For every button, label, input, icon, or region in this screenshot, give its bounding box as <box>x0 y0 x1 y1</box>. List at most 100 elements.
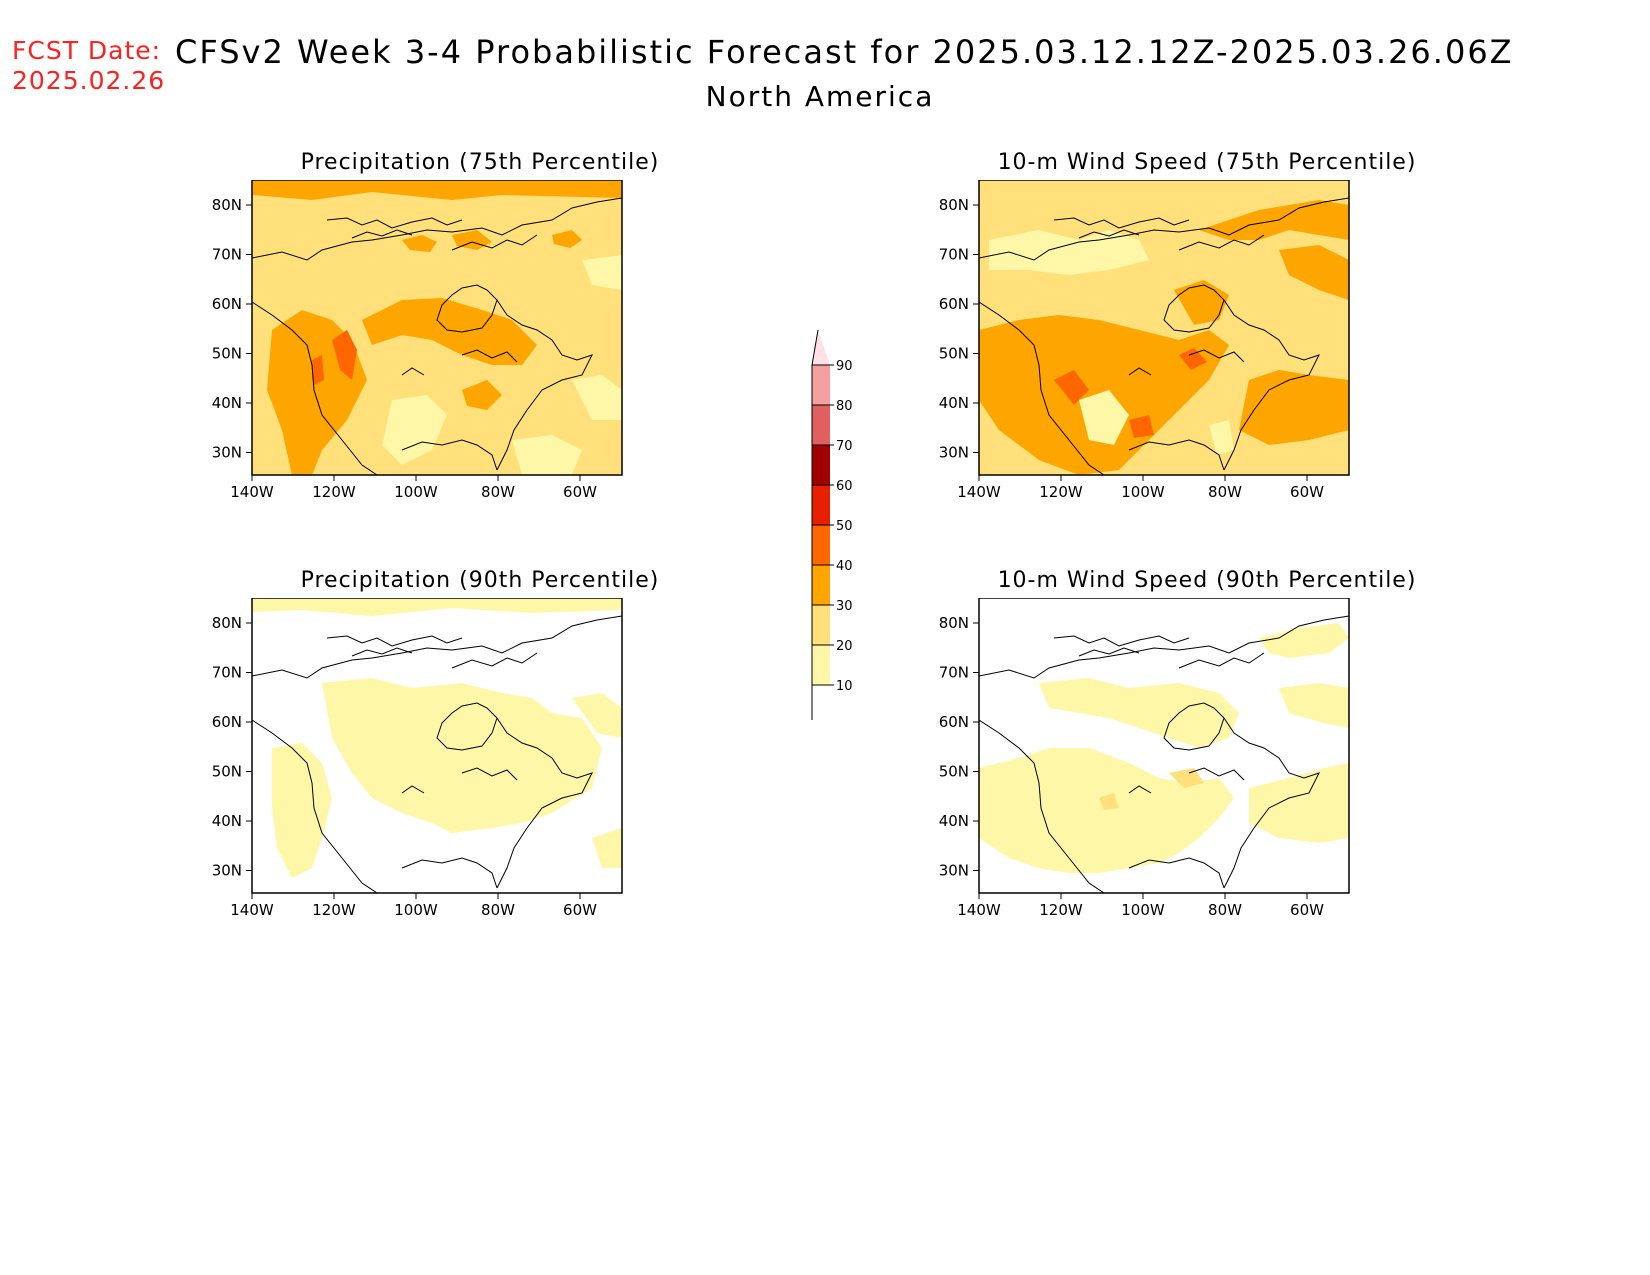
lon-tick-label: 140W <box>230 901 274 919</box>
coastline <box>979 301 1105 475</box>
colorbar-segment <box>812 525 830 565</box>
coastline <box>1163 284 1225 333</box>
colorbar-segment <box>812 645 830 685</box>
probability-region <box>1054 370 1089 405</box>
lat-tick-label: 40N <box>212 394 242 412</box>
coastline <box>1178 234 1265 251</box>
colorbar-label: 90 <box>836 359 853 374</box>
lat-tick-label: 60N <box>939 713 969 731</box>
probability-region <box>1239 370 1349 445</box>
panel-precip-75: Precipitation (75th Percentile) 80N 70N 60… <box>210 150 770 550</box>
panel-wind-75: 10-m Wind Speed (75th Percentile) 80N 70N… <box>937 150 1497 550</box>
lon-tick-label: 80W <box>481 483 515 501</box>
coastline <box>252 301 378 475</box>
lon-tick-label: 100W <box>1121 483 1165 501</box>
coastline <box>979 615 1349 679</box>
coastline <box>1188 767 1245 781</box>
coastline <box>1188 349 1245 363</box>
probability-region <box>512 435 582 475</box>
coastline <box>979 197 1349 261</box>
lon-tick-label: 120W <box>312 483 356 501</box>
colorbar-segment <box>812 565 830 605</box>
coastline <box>461 767 518 781</box>
colorbar-arrow-bottom <box>812 685 830 740</box>
lon-tick-label: 60W <box>563 901 597 919</box>
main-title: CFSv2 Week 3-4 Probabilistic Forecast fo… <box>175 33 1514 71</box>
probability-region <box>979 748 1234 873</box>
coastline <box>1163 702 1225 751</box>
probability-region <box>252 598 622 616</box>
coastline <box>326 217 463 229</box>
panel-title: Precipitation (75th Percentile) <box>300 150 660 175</box>
probability-region <box>382 395 447 465</box>
lon-tick-label: 60W <box>1290 901 1324 919</box>
coastline <box>1078 229 1140 239</box>
colorbar-label: 40 <box>836 559 853 574</box>
probability-region <box>332 330 357 380</box>
probability-region <box>1209 420 1234 455</box>
coastline <box>351 647 413 657</box>
map-frame <box>978 598 1350 894</box>
coastline <box>436 284 498 333</box>
probability-region <box>552 230 582 248</box>
lat-tick-label: 30N <box>212 444 242 462</box>
lat-tick-label: 70N <box>939 664 969 682</box>
coastline <box>436 702 498 751</box>
probability-colorbar: 90 80 70 60 50 40 30 20 10 <box>811 330 853 740</box>
lat-tick-label: 70N <box>939 246 969 264</box>
lat-tick-label: 50N <box>212 763 242 781</box>
probability-region <box>1279 245 1349 300</box>
lat-tick-label: 70N <box>212 246 242 264</box>
colorbar-label: 10 <box>836 679 853 694</box>
probability-region <box>1179 348 1207 370</box>
lat-tick-label: 40N <box>212 812 242 830</box>
lat-tick-label: 50N <box>939 763 969 781</box>
probability-region <box>312 355 324 385</box>
coastline <box>1078 647 1140 657</box>
probability-region <box>592 828 622 868</box>
probability-region <box>402 235 437 252</box>
fcst-date-label: FCST Date: <box>12 36 162 65</box>
panel-precip-90: Precipitation (90th Percentile) 80N 70N 60… <box>210 568 770 968</box>
probability-region <box>572 375 622 420</box>
coastline <box>979 719 1105 893</box>
probability-region <box>252 180 622 200</box>
coastline <box>451 234 538 251</box>
coastline <box>1128 367 1152 376</box>
lat-tick-label: 70N <box>212 664 242 682</box>
coastline <box>252 197 622 261</box>
lat-tick-label: 80N <box>212 614 242 632</box>
region-title: North America <box>705 80 935 113</box>
coastline <box>1128 857 1225 889</box>
map-frame <box>251 598 623 894</box>
coastline <box>1053 635 1190 647</box>
panel-title: Precipitation (90th Percentile) <box>300 568 660 593</box>
lon-tick-label: 60W <box>563 483 597 501</box>
probability-region <box>1039 678 1239 748</box>
map-plot: 80N 70N 60N 50N 40N 30N 140W 120W 100W 80W 60W <box>939 598 1350 919</box>
probability-region <box>1249 763 1349 843</box>
colorbar-label: 50 <box>836 519 853 534</box>
lat-tick-label: 30N <box>939 862 969 880</box>
lat-tick-label: 60N <box>939 295 969 313</box>
coastline <box>351 229 413 239</box>
lat-tick-label: 30N <box>212 862 242 880</box>
coastline <box>461 349 518 363</box>
lat-tick-label: 30N <box>939 444 969 462</box>
lon-tick-label: 80W <box>1208 901 1242 919</box>
coastline <box>252 615 622 679</box>
colorbar-label: 60 <box>836 479 853 494</box>
probability-region <box>272 743 332 878</box>
map-frame <box>251 180 623 476</box>
fcst-date-value: 2025.02.26 <box>12 66 166 95</box>
colorbar-segment <box>812 445 830 485</box>
probability-region <box>1279 683 1349 728</box>
colorbar-segment <box>812 365 830 405</box>
lon-tick-label: 60W <box>1290 483 1324 501</box>
probability-region <box>572 693 622 738</box>
forecast-date-block: FCST Date: 2025.02.26 <box>12 36 165 96</box>
probability-region <box>1079 390 1129 445</box>
probability-region <box>1099 793 1119 810</box>
coastline <box>401 785 425 794</box>
probability-region <box>1199 200 1349 240</box>
